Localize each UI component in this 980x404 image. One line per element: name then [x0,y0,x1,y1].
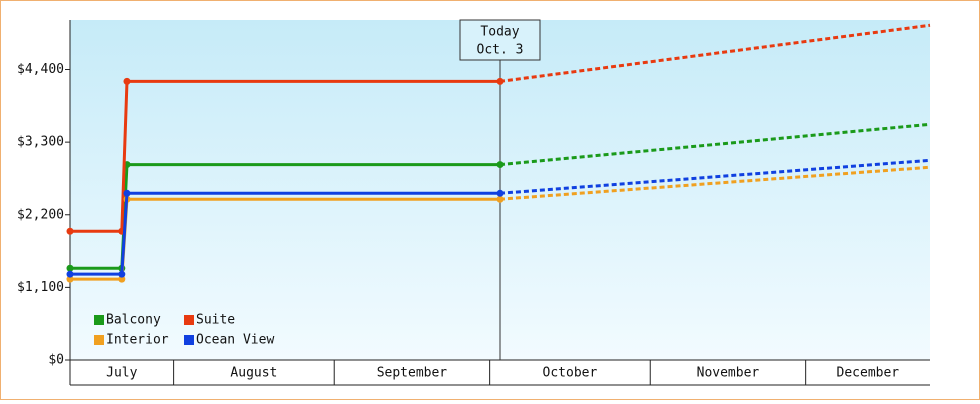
point [66,227,74,235]
legend-swatch [94,315,104,325]
legend-label: Ocean View [196,333,274,348]
legend-label: Balcony [106,313,161,328]
x-tick-label: July [106,366,137,381]
point [118,275,126,283]
x-tick-label: September [377,366,448,381]
point [123,77,131,85]
point [66,275,74,283]
forecast-line [499,23,931,83]
annotation-text: Oct. 3 [477,43,524,58]
annotation-text: Today [480,25,519,40]
legend-label: Interior [106,333,169,348]
point [496,195,504,203]
y-tick-label: $1,100 [17,280,64,295]
x-tick-label: November [697,366,760,381]
y-tick-label: $2,200 [17,207,64,222]
point [496,161,504,169]
y-tick-label: $0 [48,353,64,368]
x-tick-label: December [837,366,900,381]
point [496,189,504,197]
point [118,270,126,278]
x-tick-label: October [543,366,598,381]
legend-swatch [184,315,194,325]
legend-label: Suite [196,313,235,328]
series-line [70,79,500,233]
y-tick-label: $3,300 [17,135,64,150]
point [66,270,74,278]
legend-swatch [184,335,194,345]
annotation-box [459,19,541,61]
point [66,264,74,272]
point [123,189,131,197]
series-line [70,191,500,276]
point [496,77,504,85]
y-tick-label: $4,400 [17,62,64,77]
x-tick-label: August [230,366,277,381]
legend-swatch [94,335,104,345]
